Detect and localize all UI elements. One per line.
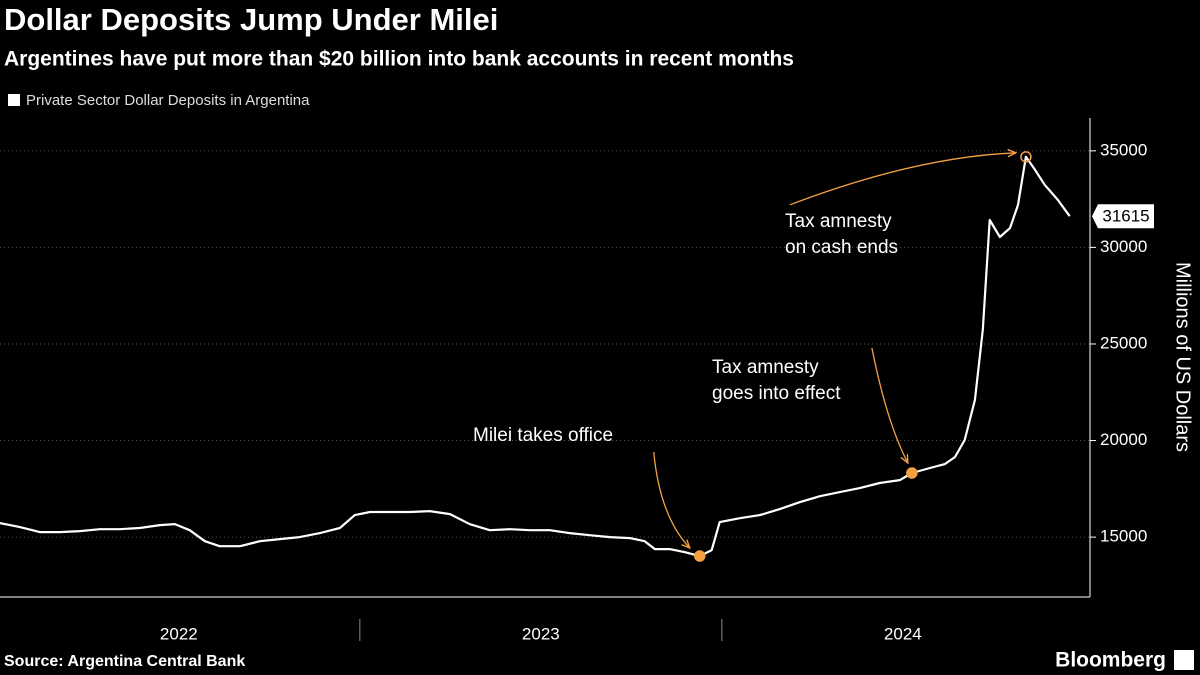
annotation-text: on cash ends <box>785 237 898 258</box>
annotation-marker <box>1020 151 1032 163</box>
annotation-text: Tax amnesty <box>712 357 819 378</box>
source: Source: Argentina Central Bank <box>4 653 245 670</box>
brand: Bloomberg <box>1055 649 1166 672</box>
last-value-box <box>1092 204 1154 229</box>
annotation-arrow <box>653 451 690 548</box>
legend-label: Private Sector Dollar Deposits in Argent… <box>26 92 310 109</box>
chart-title: Dollar Deposits Jump Under Milei <box>4 2 498 37</box>
annotation-marker <box>694 550 706 562</box>
x-tick-label: 2022 <box>160 624 198 643</box>
line-series <box>0 155 1071 558</box>
chart-subtitle: Argentines have put more than $20 billio… <box>4 48 794 71</box>
y-tick-label: 25000 <box>1100 333 1147 352</box>
y-tick-label: 15000 <box>1100 527 1147 546</box>
annotation-arrow <box>789 153 1016 206</box>
y-axis-title: Millions of US Dollars <box>1172 262 1194 452</box>
annotation-marker <box>906 467 918 479</box>
y-tick-label: 20000 <box>1100 430 1147 449</box>
legend-swatch <box>8 94 20 106</box>
y-tick-label: 35000 <box>1100 140 1147 159</box>
annotation-arrow <box>871 347 908 463</box>
brand-logo <box>1174 650 1194 670</box>
annotation-text: Tax amnesty <box>785 211 892 232</box>
annotation-text: goes into effect <box>712 383 841 404</box>
last-value-label: 31615 <box>1102 207 1149 226</box>
annotation-text: Milei takes office <box>473 425 613 446</box>
y-tick-label: 30000 <box>1100 237 1147 256</box>
x-tick-label: 2023 <box>522 624 560 643</box>
x-tick-label: 2024 <box>884 624 922 643</box>
